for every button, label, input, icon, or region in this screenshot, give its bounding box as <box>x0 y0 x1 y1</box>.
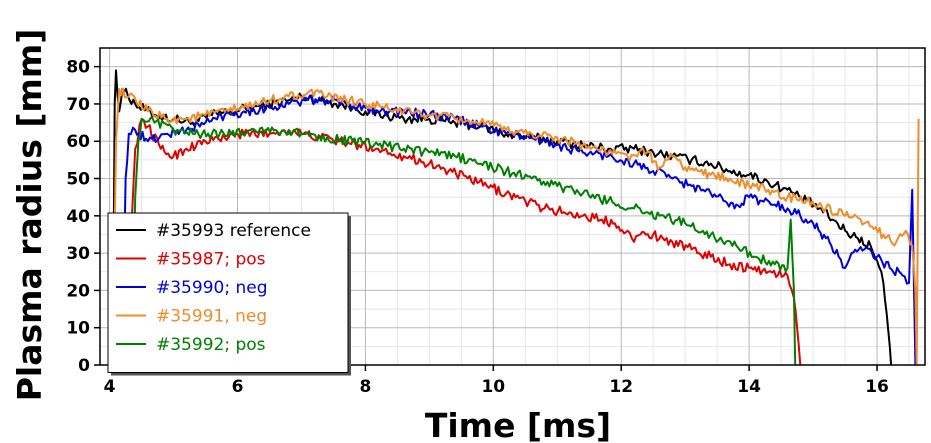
x-tick-label: 12 <box>609 377 633 397</box>
legend-box <box>107 212 349 373</box>
x-tick-label: 4 <box>104 377 116 397</box>
axis-ticks: 4 6 8 10 12 14 16 0 10 20 30 40 50 60 70 80 <box>66 58 889 397</box>
legend-entry-label: #35991, neg <box>156 307 267 327</box>
y-tick-label: 10 <box>66 319 90 339</box>
y-tick-label: 80 <box>66 58 90 78</box>
y-tick-label: 20 <box>66 281 90 301</box>
x-tick-label: 16 <box>865 377 889 397</box>
x-tick-label: 6 <box>232 377 244 397</box>
series-line <box>127 117 802 365</box>
series-line <box>121 94 917 365</box>
y-tick-label: 50 <box>66 170 90 190</box>
y-tick-label: 30 <box>66 244 90 264</box>
legend-entry-label: #35990; neg <box>156 278 267 298</box>
x-tick-label: 10 <box>481 377 505 397</box>
legend-entry-label: #35993 reference <box>156 221 311 241</box>
y-tick-label: 40 <box>66 207 90 227</box>
y-tick-label: 60 <box>66 132 90 152</box>
series-lines <box>111 69 920 365</box>
legend-entry-label: #35992; pos <box>156 335 266 355</box>
y-axis-label: Plasma radius [mm] <box>10 29 49 402</box>
y-tick-label: 70 <box>66 95 90 115</box>
legend-entry-label: #35987; pos <box>156 250 266 270</box>
y-tick-label: 0 <box>78 356 90 376</box>
series-line <box>131 116 797 365</box>
plot-frame <box>99 47 926 366</box>
x-tick-label: 8 <box>359 377 371 397</box>
series-line <box>111 87 920 365</box>
legend: #35993 reference #35987; pos #35990; neg #3… <box>107 212 351 376</box>
x-axis-label: Time [ms] <box>425 406 611 443</box>
x-tick-label: 14 <box>737 377 761 397</box>
